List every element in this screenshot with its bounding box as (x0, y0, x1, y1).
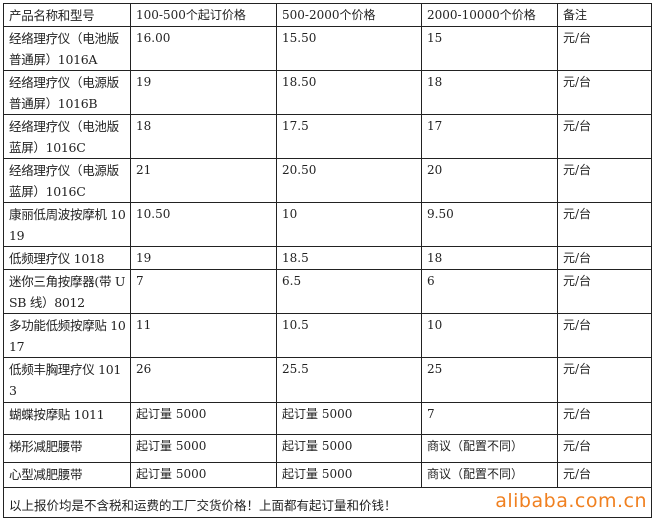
note-cell: 元/台 (557, 357, 652, 403)
table-row: 心型减肥腰带 起订量 5000 起订量 5000 商议（配置不同） 元/台 (3, 462, 652, 488)
note-cell: 元/台 (557, 434, 652, 463)
note-cell: 元/台 (557, 462, 652, 488)
price-2000-10000-cell: 18 (421, 246, 558, 270)
price-500-2000-cell: 20.50 (276, 158, 422, 203)
product-name-cell: 经络理疗仪（电源版普通屏）1016B (3, 70, 131, 115)
price-2000-10000-cell: 15 (421, 26, 558, 71)
table-row: 经络理疗仪（电源版蓝屏）1016C 21 20.50 20 元/台 (3, 158, 652, 203)
footer-content: 以上报价均是不含税和运费的工厂交货价格！上面都有起订量和价钱！ alibaba.… (9, 490, 647, 516)
price-2000-10000-cell: 10 (421, 313, 558, 358)
header-cell: 2000-10000个价格 (421, 3, 558, 27)
product-name-cell: 经络理疗仪（电源版蓝屏）1016C (3, 158, 131, 203)
product-name-cell: 低频丰胸理疗仪 1013 (3, 357, 131, 403)
price-2000-10000-cell: 6 (421, 269, 558, 314)
price-500-2000-cell: 起订量 5000 (276, 402, 422, 435)
price-2000-10000-cell: 7 (421, 402, 558, 435)
price-500-2000-cell: 起订量 5000 (276, 462, 422, 488)
product-name-cell: 经络理疗仪（电池版蓝屏）1016C (3, 114, 131, 159)
table-row: 迷你三角按摩器(带 USB 线）8012 7 6.5 6 元/台 (3, 269, 652, 314)
price-500-2000-cell: 15.50 (276, 26, 422, 71)
price-2000-10000-cell: 9.50 (421, 202, 558, 247)
product-name-cell: 多功能低频按摩贴 1017 (3, 313, 131, 358)
price-100-500-cell: 26 (130, 357, 277, 403)
product-name-cell: 经络理疗仪（电池版普通屏）1016A (3, 26, 131, 71)
product-name-cell: 心型减肥腰带 (3, 462, 131, 488)
price-100-500-cell: 10.50 (130, 202, 277, 247)
header-cell: 产品名称和型号 (3, 3, 131, 27)
table-row: 低频丰胸理疗仪 1013 26 25.5 25 元/台 (3, 357, 652, 403)
note-cell: 元/台 (557, 26, 652, 71)
footer-note: 以上报价均是不含税和运费的工厂交货价格！上面都有起订量和价钱！ (9, 497, 397, 513)
price-500-2000-cell: 起订量 5000 (276, 434, 422, 463)
note-cell: 元/台 (557, 269, 652, 314)
price-100-500-cell: 11 (130, 313, 277, 358)
price-2000-10000-cell: 17 (421, 114, 558, 159)
price-500-2000-cell: 10.5 (276, 313, 422, 358)
note-cell: 元/台 (557, 313, 652, 358)
note-cell: 元/台 (557, 70, 652, 115)
header-cell: 备注 (557, 3, 652, 27)
price-100-500-cell: 21 (130, 158, 277, 203)
watermark-logo: alibaba.com.cn (495, 489, 647, 512)
footer-row: 以上报价均是不含税和运费的工厂交货价格！上面都有起订量和价钱！ alibaba.… (3, 487, 652, 518)
price-2000-10000-cell: 商议（配置不同） (421, 434, 558, 463)
price-table: 产品名称和型号 100-500个起订价格 500-2000个价格 2000-10… (3, 3, 652, 518)
price-100-500-cell: 起订量 5000 (130, 462, 277, 488)
table-row: 经络理疗仪（电源版普通屏）1016B 19 18.50 18 元/台 (3, 70, 652, 115)
price-100-500-cell: 19 (130, 70, 277, 115)
table-row: 经络理疗仪（电池版蓝屏）1016C 18 17.5 17 元/台 (3, 114, 652, 159)
note-cell: 元/台 (557, 158, 652, 203)
header-row: 产品名称和型号 100-500个起订价格 500-2000个价格 2000-10… (3, 3, 652, 27)
table-row: 多功能低频按摩贴 1017 11 10.5 10 元/台 (3, 313, 652, 358)
price-100-500-cell: 18 (130, 114, 277, 159)
footer-cell: 以上报价均是不含税和运费的工厂交货价格！上面都有起订量和价钱！ alibaba.… (3, 487, 652, 518)
price-100-500-cell: 19 (130, 246, 277, 270)
price-500-2000-cell: 17.5 (276, 114, 422, 159)
price-2000-10000-cell: 20 (421, 158, 558, 203)
price-500-2000-cell: 6.5 (276, 269, 422, 314)
note-cell: 元/台 (557, 114, 652, 159)
table-row: 康丽低周波按摩机 1019 10.50 10 9.50 元/台 (3, 202, 652, 247)
price-2000-10000-cell: 18 (421, 70, 558, 115)
product-name-cell: 低频理疗仪 1018 (3, 246, 131, 270)
table-row: 梯形减肥腰带 起订量 5000 起订量 5000 商议（配置不同） 元/台 (3, 434, 652, 463)
product-name-cell: 迷你三角按摩器(带 USB 线）8012 (3, 269, 131, 314)
header-cell: 500-2000个价格 (276, 3, 422, 27)
product-name-cell: 蝴蝶按摩贴 1011 (3, 402, 131, 435)
note-cell: 元/台 (557, 246, 652, 270)
product-name-cell: 康丽低周波按摩机 1019 (3, 202, 131, 247)
header-cell: 100-500个起订价格 (130, 3, 277, 27)
price-2000-10000-cell: 商议（配置不同） (421, 462, 558, 488)
price-500-2000-cell: 18.50 (276, 70, 422, 115)
price-500-2000-cell: 18.5 (276, 246, 422, 270)
product-name-cell: 梯形减肥腰带 (3, 434, 131, 463)
price-100-500-cell: 16.00 (130, 26, 277, 71)
table-row: 经络理疗仪（电池版普通屏）1016A 16.00 15.50 15 元/台 (3, 26, 652, 71)
price-500-2000-cell: 10 (276, 202, 422, 247)
price-100-500-cell: 起订量 5000 (130, 402, 277, 435)
note-cell: 元/台 (557, 402, 652, 435)
table-row: 蝴蝶按摩贴 1011 起订量 5000 起订量 5000 7 元/台 (3, 402, 652, 435)
price-100-500-cell: 7 (130, 269, 277, 314)
price-500-2000-cell: 25.5 (276, 357, 422, 403)
price-100-500-cell: 起订量 5000 (130, 434, 277, 463)
table-row: 低频理疗仪 1018 19 18.5 18 元/台 (3, 246, 652, 270)
price-2000-10000-cell: 25 (421, 357, 558, 403)
note-cell: 元/台 (557, 202, 652, 247)
